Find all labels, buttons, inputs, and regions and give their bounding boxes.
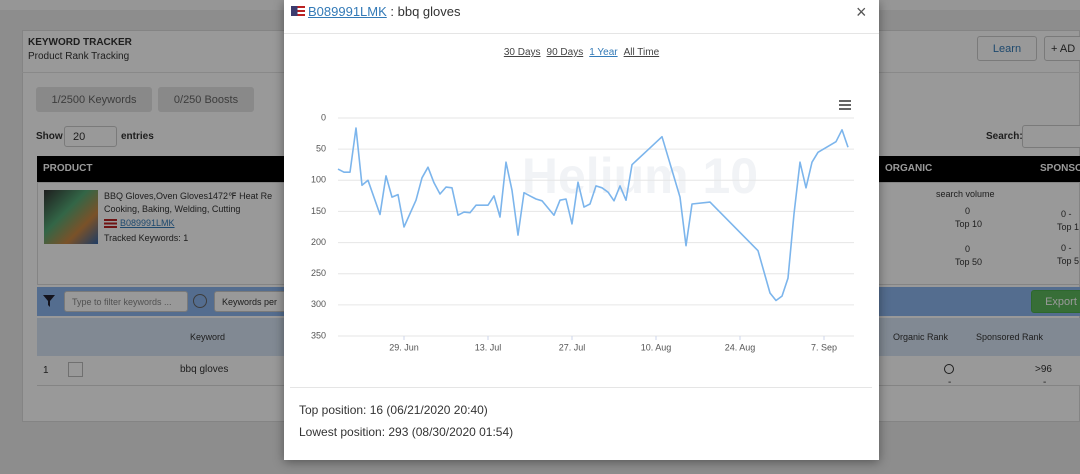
footer-divider xyxy=(290,387,872,388)
x-tick-label: 13. Jul xyxy=(475,342,502,352)
product-asin[interactable]: B089991LMK xyxy=(120,218,175,228)
row-keyword: bbq gloves xyxy=(180,364,229,375)
y-tick-label: 200 xyxy=(311,237,326,247)
column-header: SPONSO xyxy=(1040,163,1080,174)
range-link[interactable]: 1 Year xyxy=(589,47,618,58)
sponsored-value: 0 - xyxy=(1061,209,1072,219)
modal-keyword: : bbq gloves xyxy=(390,4,461,19)
search-label: Search: xyxy=(986,131,1023,142)
y-tick-label: 50 xyxy=(316,144,326,154)
table-header-cell: Organic Rank xyxy=(893,332,949,342)
row-organic: - xyxy=(948,377,952,388)
product-image xyxy=(44,190,98,244)
lowest-position: Lowest position: 293 (08/30/2020 01:54) xyxy=(299,425,514,439)
y-tick-label: 250 xyxy=(311,268,326,278)
chart-modal: B089991LMK : bbq gloves × 30 Days 90 Days… xyxy=(284,0,879,460)
x-tick-label: 27. Jul xyxy=(559,342,586,352)
organic-value: 0 xyxy=(965,244,971,254)
organic-label: search volume xyxy=(936,189,995,199)
top-position: Top position: 16 (06/21/2020 20:40) xyxy=(299,403,488,417)
sponsored-label: Top 1 xyxy=(1057,222,1080,232)
row-sponsored: >96 xyxy=(1035,364,1052,375)
flag-icon xyxy=(104,219,117,228)
x-tick-label: 10. Aug xyxy=(641,342,672,352)
entries-select[interactable]: 20 xyxy=(64,126,117,147)
filter-icon xyxy=(43,295,55,307)
y-tick-label: 300 xyxy=(311,299,326,309)
help-icon[interactable] xyxy=(193,294,207,308)
column-header: PRODUCT xyxy=(43,163,93,174)
learn-button[interactable]: Learn xyxy=(977,36,1037,61)
chart-menu[interactable] xyxy=(839,100,851,110)
product-title: Cooking, Baking, Welding, Cutting xyxy=(104,204,241,214)
x-tick-label: 24. Aug xyxy=(725,342,756,352)
y-tick-label: 150 xyxy=(311,206,326,216)
table-header-cell: Sponsored Rank xyxy=(976,332,1044,342)
export-button[interactable]: Export xyxy=(1031,290,1080,313)
boosts-quota[interactable]: 0/250 Boosts xyxy=(158,87,254,112)
x-tick-label: 7. Sep xyxy=(811,342,837,352)
show-label: Show xyxy=(36,131,63,142)
range-links: 30 Days 90 Days 1 Year All Time xyxy=(284,42,879,60)
entries-label: entries xyxy=(121,131,154,142)
sponsored-value: 0 - xyxy=(1061,243,1072,253)
organic-label: Top 50 xyxy=(955,257,983,267)
y-tick-label: 0 xyxy=(321,112,326,122)
row-index: 1 xyxy=(43,365,49,376)
organic-label: Top 10 xyxy=(955,219,983,229)
range-link[interactable]: All Time xyxy=(623,47,660,58)
close-button[interactable]: × xyxy=(856,2,867,22)
row-checkbox[interactable] xyxy=(68,362,83,377)
row-sponsored-sub: - xyxy=(1043,377,1047,388)
range-link[interactable]: 90 Days xyxy=(546,47,584,58)
add-button[interactable]: + AD xyxy=(1044,36,1080,61)
y-tick-label: 350 xyxy=(311,330,326,340)
tracked-keywords: Tracked Keywords: 1 xyxy=(104,233,189,243)
filter-input[interactable]: Type to filter keywords ... xyxy=(64,291,188,312)
sponsored-label: Top 5 xyxy=(1057,256,1080,266)
panel-title: KEYWORD TRACKER xyxy=(28,37,132,48)
product-title: BBQ Gloves,Oven Gloves1472℉ Heat Re xyxy=(104,191,273,201)
organic-value: 0 xyxy=(965,206,971,216)
flag-icon xyxy=(291,6,305,16)
y-tick-label: 100 xyxy=(311,175,326,185)
range-link[interactable]: 30 Days xyxy=(503,47,541,58)
modal-divider xyxy=(284,33,879,34)
search-input[interactable] xyxy=(1022,125,1080,148)
column-header: ORGANIC xyxy=(885,163,933,174)
keywords-quota[interactable]: 1/2500 Keywords xyxy=(36,87,152,112)
panel-subtitle: Product Rank Tracking xyxy=(28,51,130,62)
clock-icon xyxy=(944,364,954,374)
modal-asin[interactable]: B089991LMK xyxy=(308,4,387,19)
rank-line xyxy=(337,127,849,302)
x-tick-label: 29. Jun xyxy=(389,342,419,352)
table-header-cell: Keyword xyxy=(190,332,226,342)
